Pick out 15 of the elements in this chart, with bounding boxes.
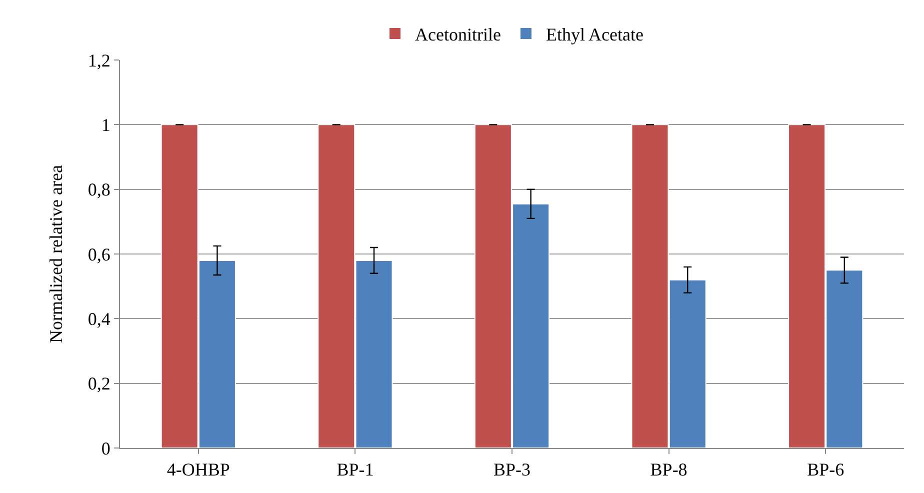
- y-tick-label: 0,2: [88, 374, 110, 394]
- x-tick-label: BP-6: [807, 460, 844, 480]
- x-tick-label: BP-8: [650, 460, 688, 480]
- y-tick-label: 1,2: [88, 50, 110, 70]
- y-tick-label: 1: [101, 114, 110, 135]
- y-tick-label: 0: [101, 438, 110, 458]
- legend-label: Acetonitrile: [415, 24, 501, 44]
- y-tick-label: 0,8: [88, 180, 110, 200]
- y-tick-label: 0,4: [88, 308, 110, 329]
- legend-label: Ethyl Acetate: [546, 24, 644, 44]
- y-axis-title: Normalized relative area: [46, 165, 66, 343]
- x-tick-label: BP-1: [336, 460, 374, 480]
- x-tick-label: 4-OHBP: [166, 460, 230, 480]
- x-tick-label: BP-3: [493, 460, 531, 480]
- y-tick-label: 0,6: [88, 244, 110, 264]
